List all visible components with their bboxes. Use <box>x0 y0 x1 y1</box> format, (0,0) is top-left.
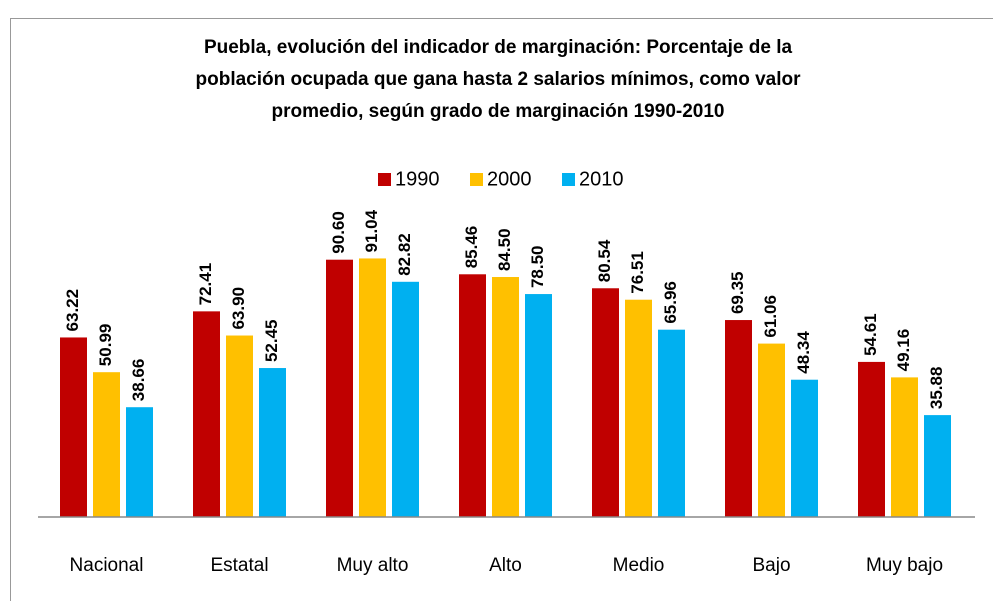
legend-swatch <box>562 173 575 186</box>
value-label: 63.22 <box>63 289 82 332</box>
bar <box>259 368 286 517</box>
x-tick-label: Muy bajo <box>866 555 943 576</box>
bar <box>126 407 153 517</box>
x-tick-label: Bajo <box>752 555 790 576</box>
x-tick-label: Muy alto <box>337 555 409 576</box>
value-label: 50.99 <box>96 324 115 367</box>
value-label: 63.90 <box>229 287 248 330</box>
value-label: 54.61 <box>861 313 880 356</box>
chart-title: Puebla, evolución del indicador de margi… <box>204 37 793 58</box>
value-label: 90.60 <box>329 211 348 254</box>
x-tick-label: Medio <box>613 555 665 576</box>
legend-label: 1990 <box>395 168 440 190</box>
value-label: 82.82 <box>395 233 414 276</box>
value-label: 80.54 <box>595 239 614 282</box>
value-label: 91.04 <box>362 209 381 252</box>
bar <box>725 320 752 517</box>
value-label: 38.66 <box>129 359 148 402</box>
value-label: 49.16 <box>894 329 913 372</box>
bar <box>492 277 519 517</box>
bar <box>60 337 87 517</box>
value-label: 76.51 <box>628 251 647 294</box>
bar <box>226 335 253 517</box>
value-label: 48.34 <box>794 331 813 374</box>
bar <box>858 361 885 517</box>
value-label: 61.06 <box>761 295 780 338</box>
x-tick-label: Alto <box>489 555 522 576</box>
bar <box>392 281 419 517</box>
value-label: 52.45 <box>262 319 281 362</box>
chart-title: promedio, según grado de marginación 199… <box>272 101 725 122</box>
bar <box>93 372 120 517</box>
bar <box>193 311 220 517</box>
bar <box>525 294 552 517</box>
value-label: 85.46 <box>462 226 481 269</box>
bar <box>459 274 486 517</box>
value-label: 78.50 <box>528 246 547 289</box>
bar <box>592 288 619 517</box>
value-label: 65.96 <box>661 281 680 324</box>
bar <box>326 259 353 517</box>
value-label: 69.35 <box>728 271 747 314</box>
value-label: 84.50 <box>495 228 514 271</box>
x-tick-label: Nacional <box>70 555 144 576</box>
value-label: 72.41 <box>196 263 215 306</box>
legend-swatch <box>470 173 483 186</box>
x-tick-label: Estatal <box>210 555 268 576</box>
legend-swatch <box>378 173 391 186</box>
value-label: 35.88 <box>927 367 946 410</box>
bar <box>791 379 818 517</box>
bar <box>891 377 918 517</box>
bar <box>359 258 386 517</box>
legend-label: 2000 <box>487 168 532 190</box>
bar <box>625 299 652 517</box>
legend-label: 2010 <box>579 168 624 190</box>
chart-title: población ocupada que gana hasta 2 salar… <box>196 69 802 90</box>
bar <box>758 343 785 517</box>
bar <box>924 415 951 517</box>
bar <box>658 329 685 517</box>
